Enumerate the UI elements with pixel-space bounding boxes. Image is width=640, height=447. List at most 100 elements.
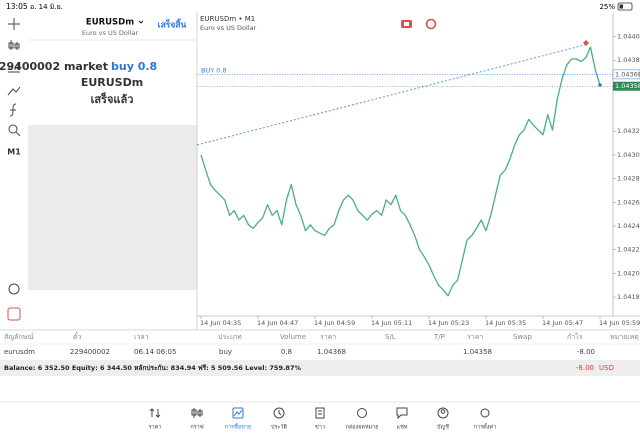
- tab-label[interactable]: ข่าว: [315, 425, 325, 431]
- search-handle[interactable]: [15, 131, 21, 137]
- y-tick-label: 1.04260: [617, 198, 640, 206]
- tab-label[interactable]: การตั้งค่า: [474, 423, 496, 431]
- speed-icon[interactable]: [8, 283, 20, 295]
- y-tick-label: 1.04180: [617, 293, 640, 301]
- buy-price-label: 1.04368: [615, 70, 640, 78]
- column-header[interactable]: กำไร: [567, 332, 583, 341]
- tab-icon[interactable]: [273, 407, 285, 419]
- trade-icon[interactable]: [7, 307, 21, 321]
- tab-label[interactable]: บัญชี: [437, 424, 449, 431]
- trend-anchor: [583, 40, 589, 46]
- cell-current-price: 1.04358: [463, 348, 492, 356]
- price-line: [200, 46, 601, 297]
- x-tick-label: 14 Jun 04:47: [257, 319, 298, 327]
- status-date: อ. 14 มิ.ย.: [30, 3, 63, 11]
- x-tick-label: 14 Jun 05:35: [485, 319, 526, 327]
- tab-icon-part: [396, 407, 408, 420]
- x-tick-label: 14 Jun 05:11: [371, 319, 412, 327]
- tab-icon[interactable]: [437, 407, 449, 419]
- y-tick-label: 1.04200: [617, 269, 640, 277]
- y-tick-label: 1.04380: [617, 56, 640, 64]
- column-header[interactable]: T/P: [433, 333, 445, 341]
- column-header[interactable]: ราคา: [467, 333, 483, 341]
- y-tick-label: 1.04220: [617, 246, 640, 254]
- cell-profit: -8.00: [577, 348, 595, 356]
- cell-symbol: eurusdm: [4, 348, 35, 356]
- x-tick-label: 14 Jun 05:59: [599, 319, 640, 327]
- tab-icon-part: [278, 410, 282, 416]
- x-tick-label: 14 Jun 05:47: [542, 319, 583, 327]
- y-tick-label: 1.04320: [617, 127, 640, 135]
- tab-icon-part: [232, 407, 244, 419]
- cell-open-price: 1.04368: [317, 348, 346, 356]
- cell-time: 06.14 06:05: [134, 348, 176, 356]
- status-time: 13:05: [6, 2, 28, 11]
- column-header[interactable]: ราคา: [320, 333, 336, 341]
- tab-label[interactable]: ราคา: [149, 425, 162, 431]
- chart-settings-icon[interactable]: [425, 18, 437, 30]
- tab-label[interactable]: กล่องจดหมาย: [345, 425, 378, 431]
- done-button[interactable]: เสร็จสิ้น: [158, 18, 187, 31]
- tab-icon-part: [357, 408, 367, 418]
- bid-price-label: 1.04358: [615, 82, 640, 90]
- tab-icon-part: [437, 407, 449, 419]
- column-header[interactable]: ตั๋ว: [73, 332, 82, 341]
- tab-label[interactable]: แชท: [397, 424, 408, 431]
- x-tick-label: 14 Jun 05:23: [428, 319, 469, 327]
- tab-icon[interactable]: [357, 408, 367, 418]
- buy-price-box: [612, 69, 640, 80]
- volume-icon[interactable]: [8, 63, 20, 73]
- message-prefix: #229400002 market: [0, 60, 108, 73]
- battery-percent: 25%: [599, 3, 615, 11]
- tab-icon[interactable]: [149, 408, 161, 418]
- trend-line: [196, 44, 586, 146]
- summary-profit: -8.00: [576, 364, 594, 372]
- panel-symbol[interactable]: EURUSDm: [86, 18, 134, 28]
- tab-icon[interactable]: [191, 408, 203, 418]
- tab-icon[interactable]: [480, 408, 490, 418]
- bid-price-box: [613, 81, 640, 91]
- timeframe-button[interactable]: M1: [7, 148, 21, 157]
- x-tick-label: 14 Jun 04:59: [314, 319, 355, 327]
- order-panel-empty: [28, 125, 197, 290]
- y-tick-label: 1.04240: [617, 222, 640, 230]
- last-price-dot: [598, 83, 602, 87]
- tab-icon[interactable]: [396, 407, 408, 420]
- tab-icon-part: [315, 407, 325, 419]
- message-action: buy 0.8: [111, 60, 157, 73]
- column-header[interactable]: Volume: [280, 333, 306, 341]
- objects-icon[interactable]: [7, 86, 21, 96]
- left-toolbar: [7, 18, 21, 321]
- indicators-icon[interactable]: [8, 40, 20, 50]
- crosshair-icon[interactable]: [8, 18, 20, 30]
- tab-icon[interactable]: [315, 407, 325, 419]
- tab-icon-part: [273, 407, 285, 419]
- tab-icon-part: [480, 408, 490, 418]
- column-header[interactable]: หมายเหตุ: [610, 333, 639, 341]
- battery-icon: [617, 2, 633, 11]
- chart-subtitle: Euro vs US Dollar: [200, 24, 257, 32]
- cell-ticket: 229400002: [70, 348, 110, 356]
- chart-title: EURUSDm • M1: [200, 15, 255, 23]
- tab-label[interactable]: ประวัติ: [271, 424, 287, 431]
- column-header[interactable]: Swap: [513, 333, 532, 341]
- x-tick-label: 14 Jun 04:35: [200, 319, 241, 327]
- tab-icon-part: [191, 408, 203, 418]
- symbol-dropdown[interactable]: [138, 20, 144, 24]
- tab-label[interactable]: กราฟ: [190, 424, 203, 431]
- column-header[interactable]: เวลา: [134, 333, 149, 341]
- tab-icon-part: [440, 409, 446, 414]
- column-header[interactable]: สัญลักษณ์: [4, 333, 34, 341]
- panel-description: Euro vs US Dollar: [82, 29, 139, 37]
- search-icon[interactable]: [8, 124, 18, 134]
- tab-icon[interactable]: [232, 407, 244, 419]
- tab-label[interactable]: การซื้อขาย: [225, 423, 251, 431]
- buy-line-label: BUY 0.8: [201, 66, 227, 74]
- column-header[interactable]: S/L: [385, 333, 396, 341]
- summary-currency: USD: [599, 364, 614, 372]
- column-header[interactable]: ประเภท: [218, 333, 242, 341]
- function-icon[interactable]: [9, 103, 17, 117]
